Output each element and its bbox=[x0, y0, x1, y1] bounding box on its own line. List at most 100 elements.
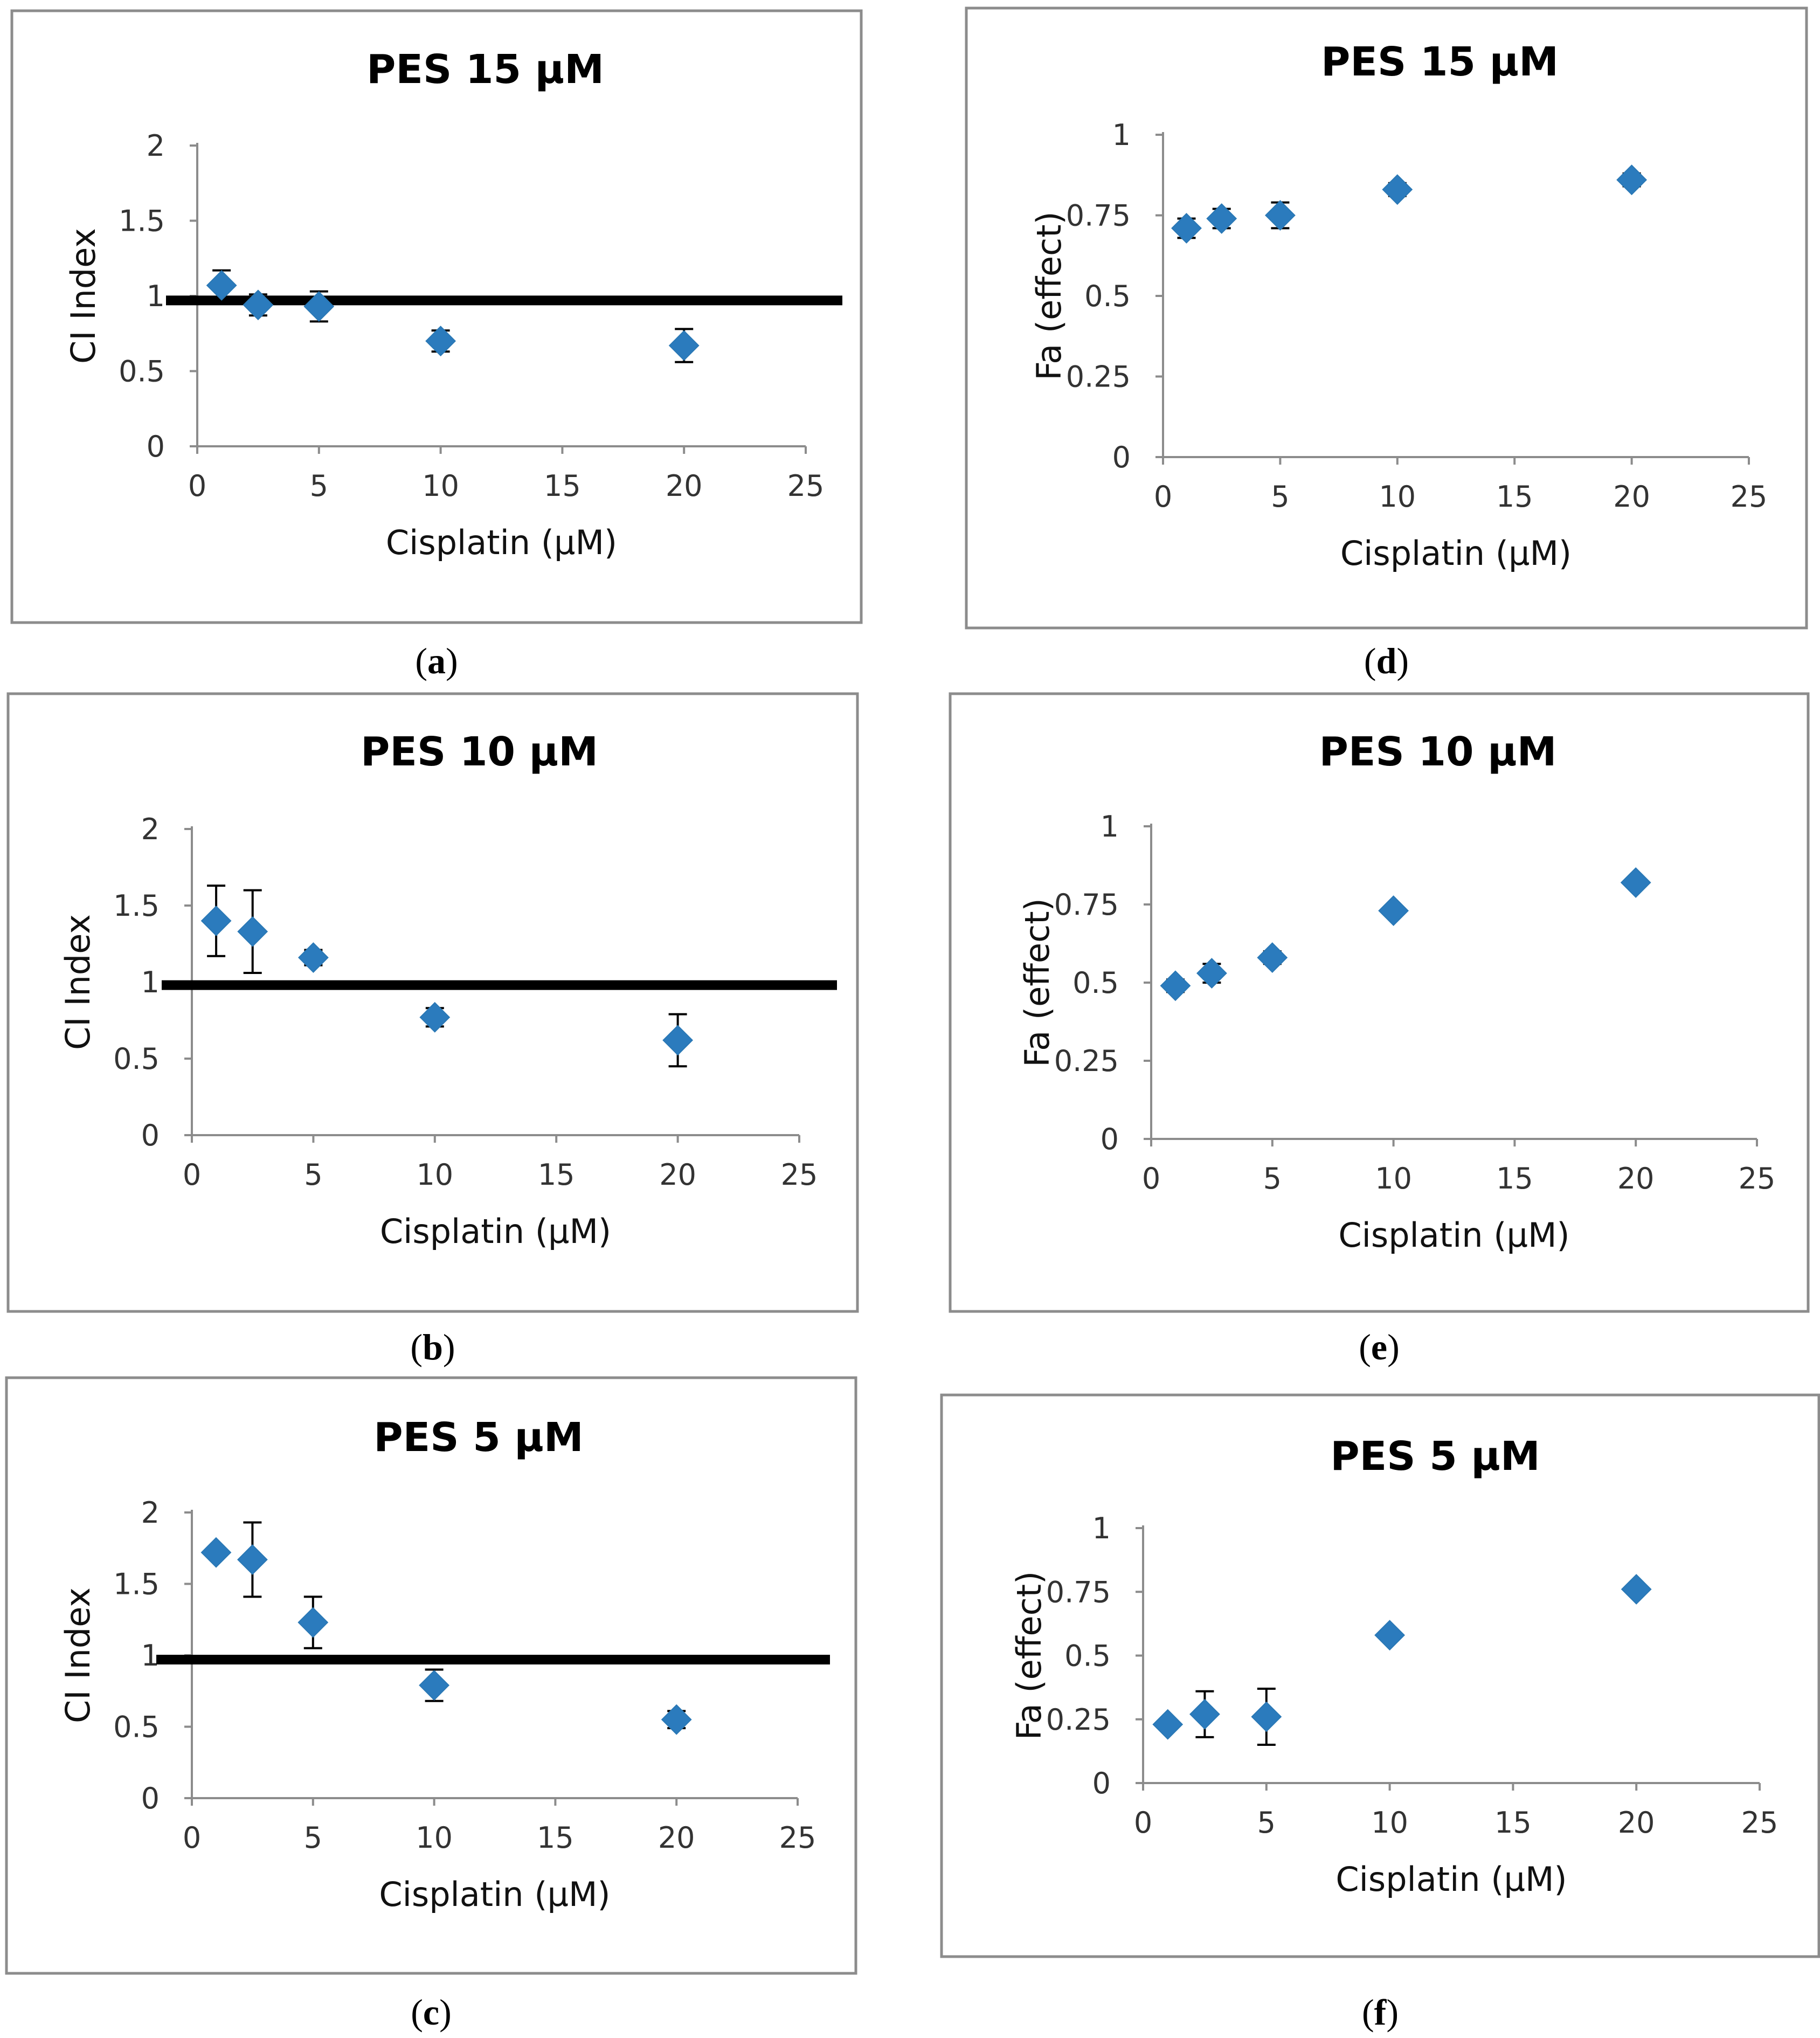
y-tick-label: 0.25 bbox=[1054, 1044, 1119, 1078]
y-tick-label: 0.5 bbox=[119, 355, 165, 389]
x-tick-label: 15 bbox=[1496, 1162, 1533, 1196]
y-tick-label: 0.75 bbox=[1066, 199, 1131, 233]
y-tick-label: 0.25 bbox=[1046, 1703, 1111, 1737]
y-tick-label: 1 bbox=[1112, 118, 1131, 152]
x-tick-label: 25 bbox=[787, 469, 825, 503]
x-tick-label: 15 bbox=[1496, 480, 1533, 514]
data-point bbox=[200, 905, 232, 936]
y-tick-label: 1 bbox=[1101, 810, 1119, 844]
x-tick-label: 5 bbox=[1263, 1162, 1282, 1196]
x-tick-label: 5 bbox=[304, 1158, 322, 1192]
data-point bbox=[1196, 958, 1227, 989]
panel-caption: (b) bbox=[410, 1327, 455, 1367]
data-point bbox=[237, 916, 268, 947]
data-point bbox=[419, 1670, 450, 1701]
data-point bbox=[1206, 203, 1237, 234]
panel-caption: (c) bbox=[411, 1992, 452, 2033]
y-tick-label: 0.5 bbox=[1084, 279, 1131, 313]
chart-title: PES 15 µM bbox=[366, 46, 604, 93]
x-tick-label: 0 bbox=[188, 469, 206, 503]
y-tick-label: 1.5 bbox=[113, 889, 160, 923]
x-tick-label: 0 bbox=[183, 1158, 201, 1192]
x-tick-label: 10 bbox=[416, 1158, 453, 1192]
x-tick-label: 25 bbox=[781, 1158, 818, 1192]
chart-title: PES 15 µM bbox=[1321, 39, 1559, 85]
data-point bbox=[1160, 970, 1191, 1001]
y-tick-label: 0.5 bbox=[113, 1710, 160, 1744]
data-point bbox=[1171, 213, 1202, 244]
y-axis-label: CI Index bbox=[64, 228, 103, 364]
y-tick-label: 1.5 bbox=[119, 204, 165, 238]
x-tick-label: 15 bbox=[537, 1821, 574, 1855]
data-point bbox=[206, 270, 237, 301]
chart-title: PES 5 µM bbox=[1330, 1433, 1540, 1480]
data-point bbox=[1382, 174, 1413, 205]
x-tick-label: 20 bbox=[658, 1821, 695, 1855]
data-point bbox=[425, 326, 456, 357]
x-tick-label: 10 bbox=[422, 469, 459, 503]
panel-caption: (f) bbox=[1362, 1992, 1399, 2033]
chart-frame bbox=[965, 6, 1808, 630]
chart-frame bbox=[10, 9, 863, 624]
data-point bbox=[297, 1607, 329, 1638]
x-tick-label: 15 bbox=[544, 469, 581, 503]
y-tick-label: 0 bbox=[1101, 1122, 1119, 1156]
data-point bbox=[200, 1537, 232, 1568]
x-tick-label: 20 bbox=[1618, 1806, 1655, 1840]
y-tick-label: 1.5 bbox=[113, 1567, 160, 1601]
x-tick-label: 20 bbox=[666, 469, 703, 503]
chart-title: PES 10 µM bbox=[361, 729, 598, 775]
x-tick-label: 5 bbox=[1257, 1806, 1276, 1840]
data-point bbox=[243, 289, 274, 321]
x-axis-label: Cisplatin (µM) bbox=[1340, 534, 1572, 573]
x-tick-label: 5 bbox=[310, 469, 328, 503]
panel-caption: (e) bbox=[1359, 1327, 1400, 1367]
data-point bbox=[1257, 942, 1288, 973]
chart-frame bbox=[940, 1393, 1820, 1958]
data-point bbox=[297, 942, 329, 973]
y-tick-label: 0.5 bbox=[1064, 1639, 1111, 1673]
y-tick-label: 0.75 bbox=[1046, 1575, 1111, 1609]
y-axis-label: CI Index bbox=[58, 1587, 98, 1723]
data-point bbox=[661, 1704, 692, 1735]
x-tick-label: 10 bbox=[416, 1821, 453, 1855]
x-axis-label: Cisplatin (µM) bbox=[380, 1212, 611, 1251]
y-tick-label: 0 bbox=[1112, 440, 1131, 474]
data-point bbox=[668, 330, 700, 361]
panel-caption: (d) bbox=[1364, 640, 1409, 681]
data-point bbox=[1621, 1574, 1652, 1605]
chart-frame bbox=[949, 692, 1810, 1313]
data-point bbox=[237, 1544, 268, 1575]
x-tick-label: 15 bbox=[1494, 1806, 1532, 1840]
x-tick-label: 20 bbox=[659, 1158, 696, 1192]
x-axis-label: Cisplatin (µM) bbox=[1335, 1860, 1567, 1899]
x-axis-label: Cisplatin (µM) bbox=[386, 523, 617, 562]
y-tick-label: 0 bbox=[141, 1118, 160, 1152]
data-point bbox=[1616, 164, 1648, 196]
data-point bbox=[1378, 895, 1409, 927]
y-tick-label: 0 bbox=[141, 1781, 160, 1815]
panel-caption: (a) bbox=[415, 640, 458, 681]
x-axis-label: Cisplatin (µM) bbox=[379, 1875, 610, 1914]
x-tick-label: 5 bbox=[1271, 480, 1289, 514]
y-tick-label: 0.5 bbox=[113, 1042, 160, 1076]
x-tick-label: 10 bbox=[1375, 1162, 1412, 1196]
x-tick-label: 25 bbox=[1741, 1806, 1779, 1840]
y-tick-label: 1 bbox=[141, 965, 160, 999]
x-tick-label: 0 bbox=[1134, 1806, 1152, 1840]
data-point bbox=[1251, 1701, 1282, 1732]
data-point bbox=[662, 1025, 694, 1056]
y-tick-label: 0 bbox=[1092, 1766, 1111, 1800]
x-tick-label: 0 bbox=[1142, 1162, 1160, 1196]
y-tick-label: 2 bbox=[147, 129, 165, 163]
y-tick-label: 2 bbox=[141, 1496, 160, 1530]
x-tick-label: 10 bbox=[1379, 480, 1416, 514]
y-tick-label: 0.75 bbox=[1054, 888, 1119, 922]
y-axis-label: CI Index bbox=[58, 914, 98, 1050]
y-tick-label: 1 bbox=[147, 279, 165, 313]
